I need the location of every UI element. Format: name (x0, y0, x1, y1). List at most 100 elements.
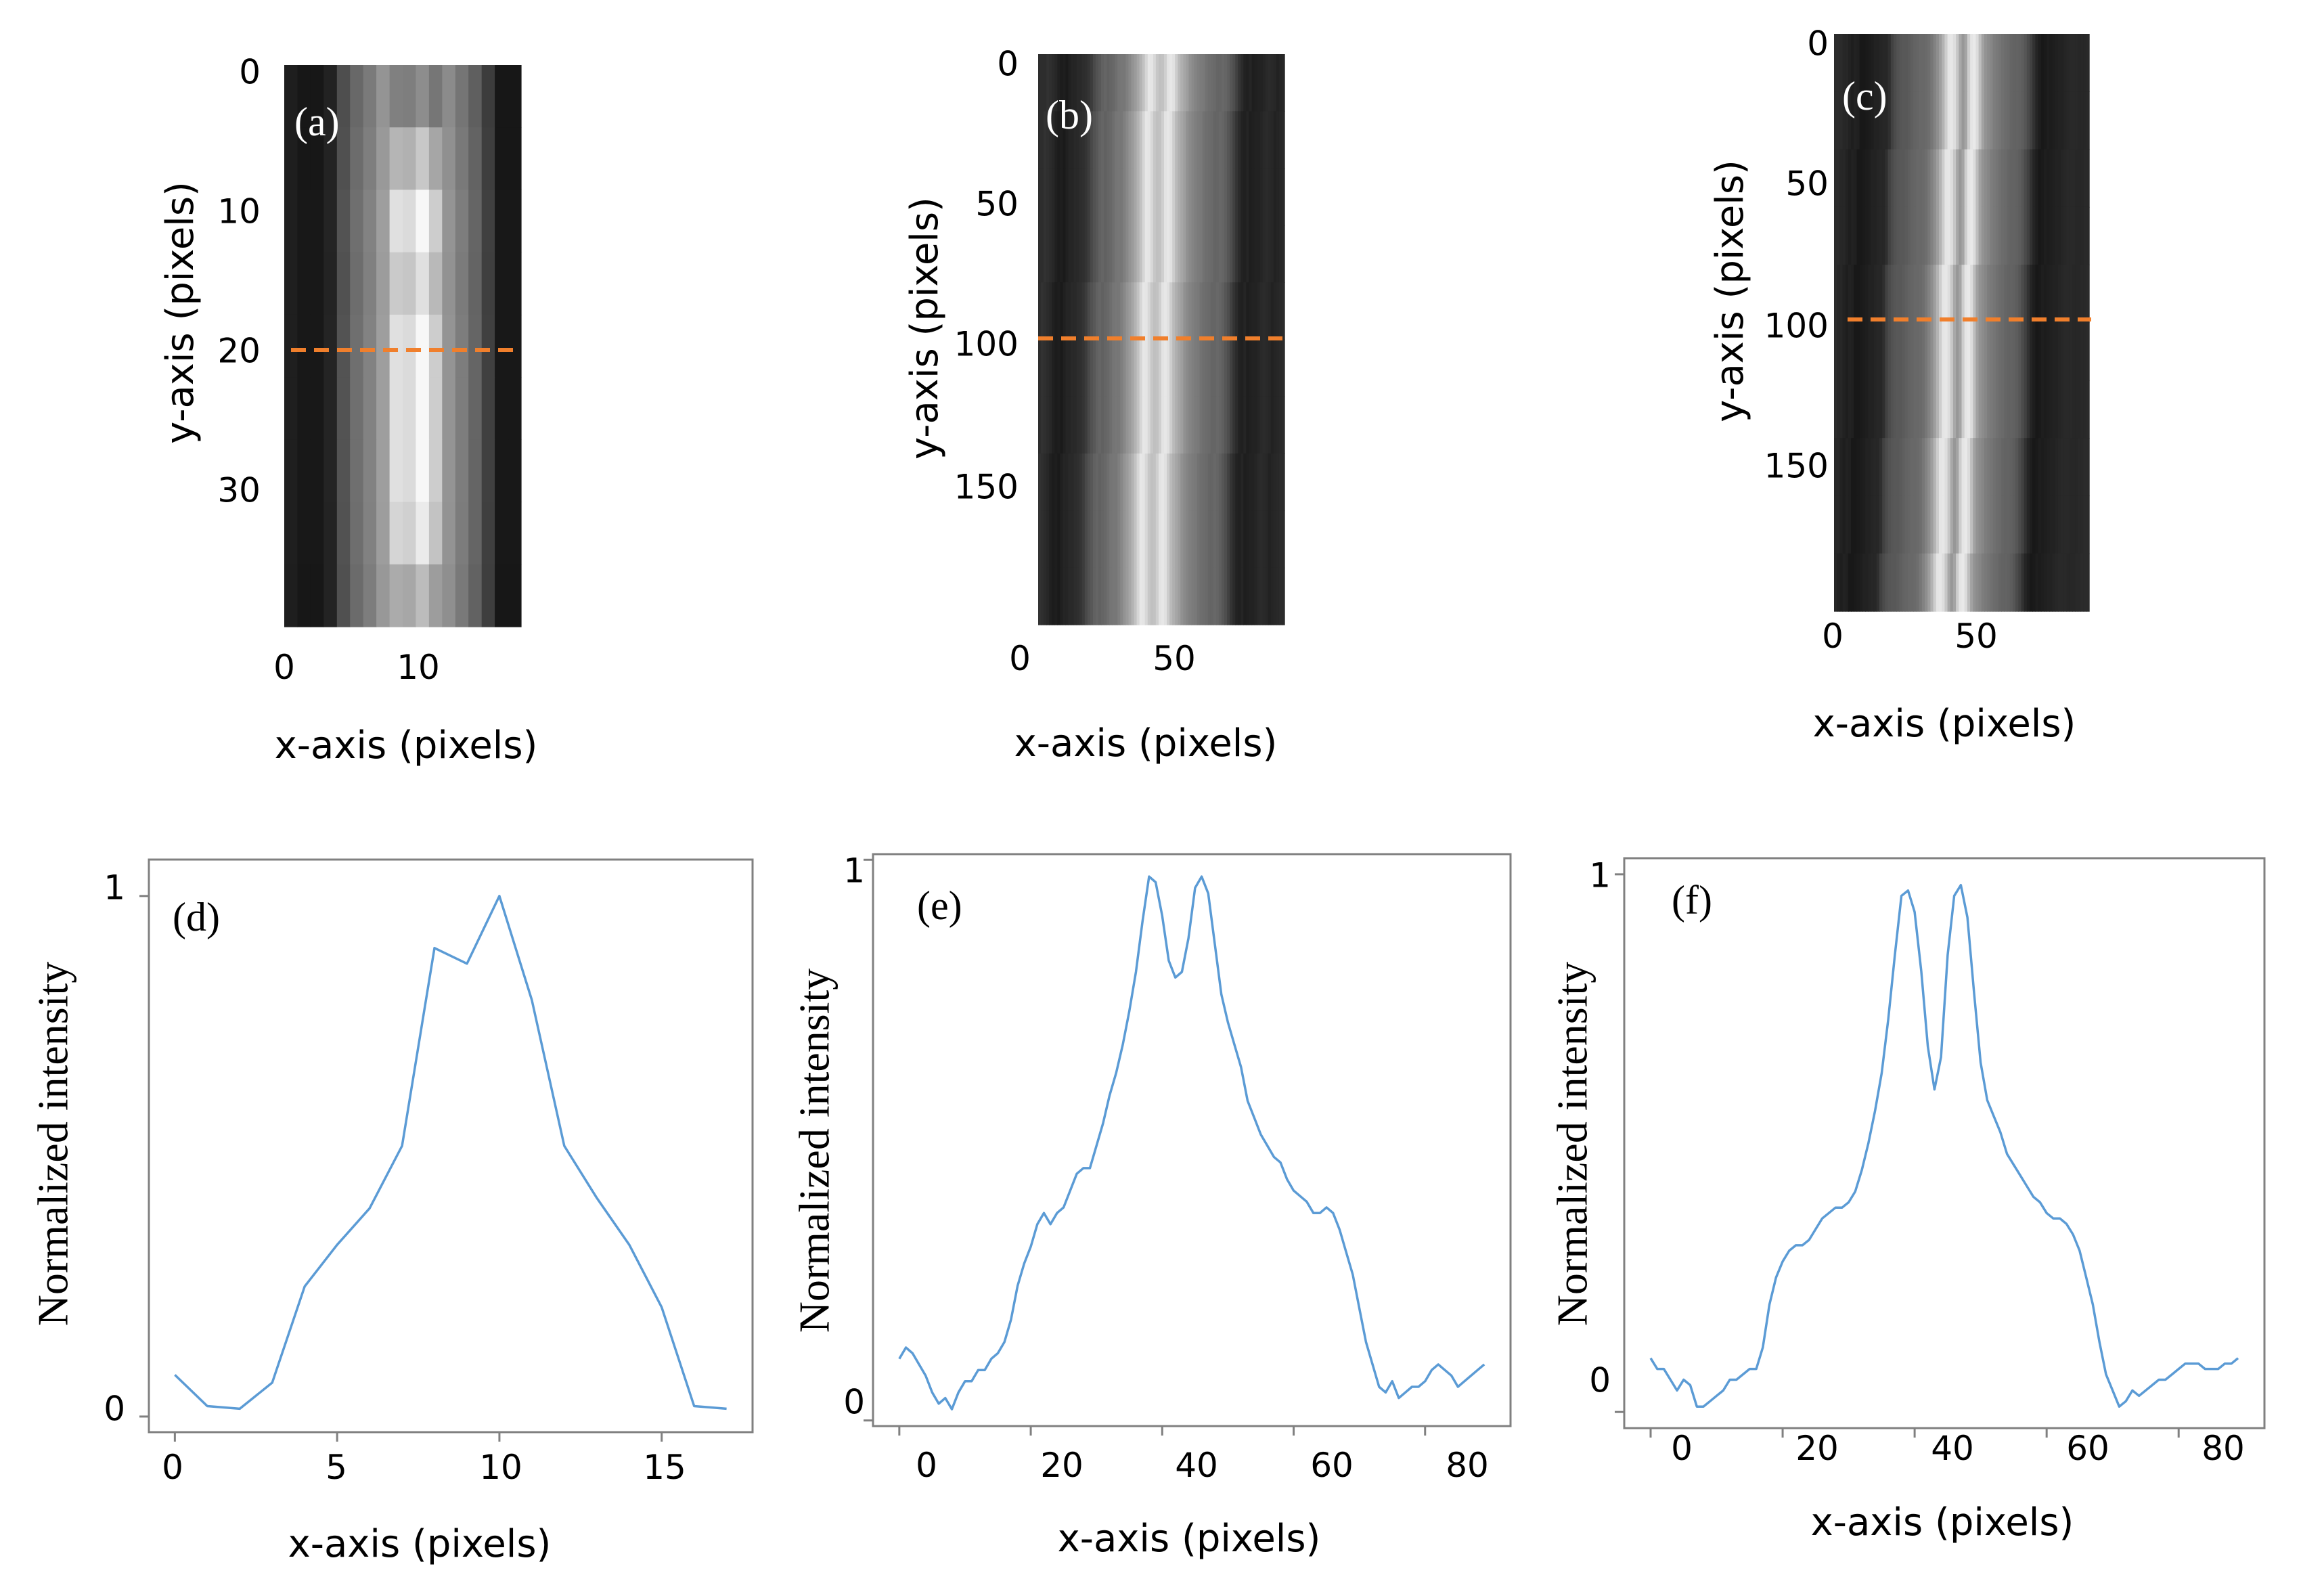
pixel-b (1112, 282, 1115, 340)
pixel-b (1159, 510, 1162, 569)
pixel-c (1998, 149, 2002, 208)
pixel-b (1098, 510, 1102, 569)
pixel-c (2069, 206, 2073, 265)
pixel-c (2021, 380, 2025, 439)
pixel-c (2049, 322, 2053, 381)
pixel-a (297, 127, 311, 190)
pixel-c (2021, 322, 2025, 381)
pixel-c (1936, 495, 1940, 554)
pixel-a (455, 65, 469, 128)
pixel-b (1081, 282, 1086, 340)
pixel-b (1167, 54, 1170, 112)
pixel-c (2009, 380, 2013, 439)
pixel-c (1873, 380, 1877, 439)
pixel-c (2061, 495, 2064, 554)
pixel-c (1933, 206, 1937, 265)
pixel-b (1084, 510, 1088, 569)
pixel-c (2069, 322, 2073, 381)
pixel-c (1859, 553, 1863, 612)
pixel-b (1172, 396, 1176, 454)
pixel-b (1054, 396, 1058, 454)
pixel-c (1998, 265, 2002, 324)
pixel-c (2049, 553, 2053, 612)
x-tick-e-20: 20 (1040, 1446, 1083, 1485)
pixel-c (1936, 380, 1940, 439)
pixel-b (1090, 111, 1094, 169)
pixel-b (1112, 339, 1115, 397)
pixel-c (2080, 206, 2084, 265)
pixel-c (1936, 265, 1940, 324)
pixel-c (1970, 91, 1973, 150)
pixel-b (1259, 168, 1264, 226)
pixel-b (1270, 339, 1274, 397)
pixel-c (2049, 438, 2053, 497)
pixel-b (1090, 225, 1094, 283)
pixel-b (1155, 510, 1159, 569)
pixel-b (1210, 567, 1214, 625)
pixel-c (1998, 553, 2002, 612)
pixel-b (1224, 168, 1228, 226)
pixel-b (1249, 453, 1253, 512)
pixel-c (1837, 34, 1841, 92)
pixel-b (1063, 510, 1067, 569)
pixel-c (1890, 149, 1894, 208)
pixel-b (1257, 111, 1261, 169)
pixel-b (1117, 396, 1121, 454)
pixel-c (1967, 34, 1971, 92)
pixel-b (1249, 54, 1253, 112)
pixel-b (1161, 396, 1165, 454)
pixel-b (1197, 111, 1201, 169)
pixel-b (1238, 54, 1241, 112)
pixel-b (1136, 282, 1140, 340)
pixel-a (389, 190, 403, 253)
pixel-b (1044, 567, 1047, 625)
pixel-b (1139, 567, 1143, 625)
pixel-b (1194, 168, 1198, 226)
pixel-c (1879, 265, 1883, 324)
pixel-c (2009, 438, 2013, 497)
pixel-a (481, 377, 495, 440)
pixel-b (1054, 510, 1058, 569)
x-tick-f-60: 60 (2066, 1429, 2109, 1468)
pixel-b (1081, 453, 1086, 512)
pixel-b (1076, 453, 1080, 512)
pixel-c (2066, 380, 2070, 439)
pixel-c (1975, 553, 1980, 612)
pixel-c (1890, 34, 1894, 92)
pixel-b (1123, 510, 1127, 569)
pixel-b (1270, 111, 1274, 169)
pixel-b (1175, 225, 1178, 283)
pixel-c (2052, 34, 2056, 92)
pixel-c (1851, 265, 1854, 324)
pixel-c (1887, 149, 1892, 208)
pixel-a (468, 377, 483, 440)
pixel-c (1865, 34, 1869, 92)
pixel-b (1207, 396, 1211, 454)
pixel-b (1104, 168, 1107, 226)
pixel-c (1845, 322, 1849, 381)
y-tick-a-0: 0 (239, 53, 261, 92)
pixel-a (403, 190, 416, 253)
pixel-b (1246, 225, 1250, 283)
pixel-b (1246, 567, 1250, 625)
pixel-c (2069, 149, 2073, 208)
pixel-c (1947, 553, 1951, 612)
pixel-c (2001, 206, 2005, 265)
pixel-c (1890, 265, 1894, 324)
pixel-b (1044, 111, 1047, 169)
pixel-c (1952, 34, 1957, 92)
pixel-a (323, 564, 338, 627)
pixel-b (1238, 453, 1241, 512)
pixel-b (1222, 282, 1225, 340)
pixel-c (2078, 495, 2082, 554)
pixel-b (1153, 225, 1157, 283)
pixel-c (1865, 149, 1869, 208)
pixel-b (1273, 54, 1277, 112)
pixel-c (1959, 380, 1963, 439)
pixel-b (1101, 282, 1104, 340)
pixel-c (1879, 149, 1883, 208)
pixel-b (1095, 510, 1099, 569)
pixel-b (1139, 225, 1143, 283)
pixel-c (1956, 34, 1959, 92)
pixel-c (2032, 34, 2036, 92)
